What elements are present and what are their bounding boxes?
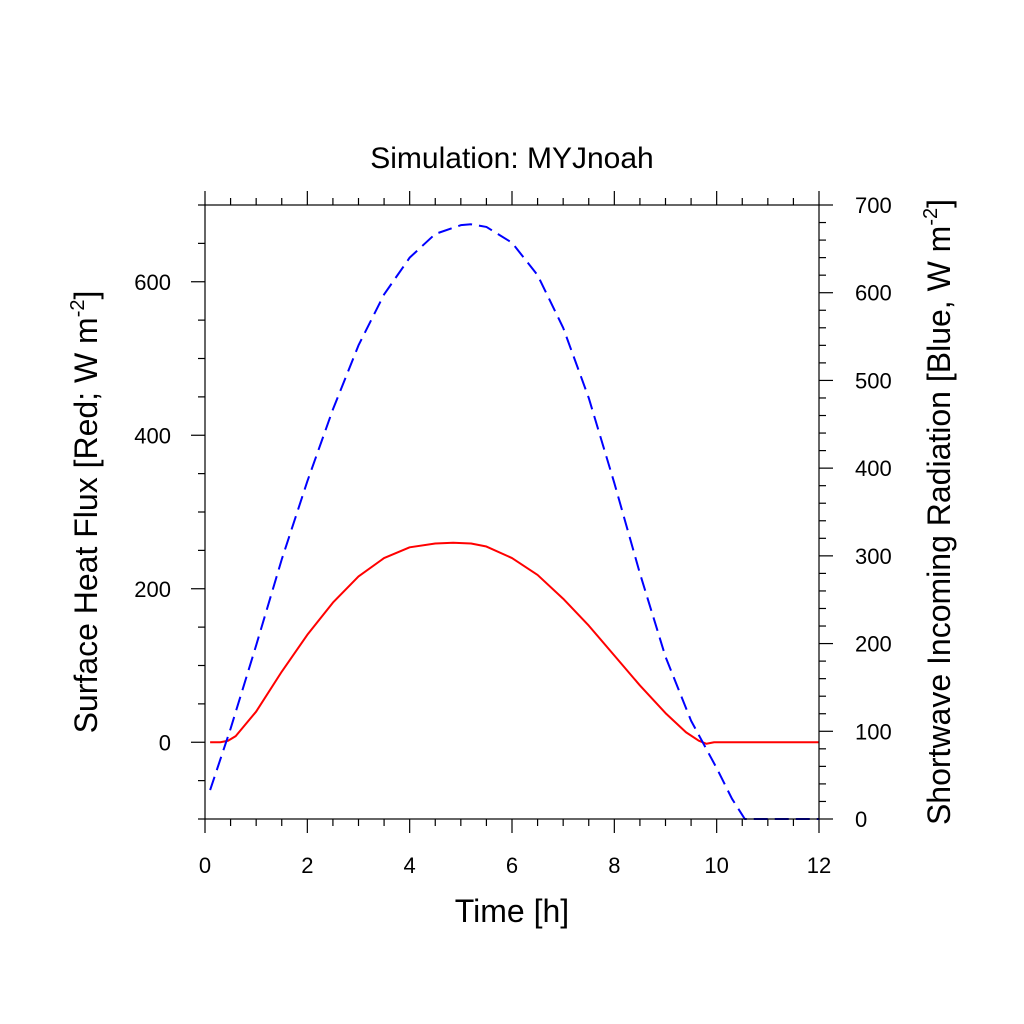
y-right-end: ] <box>921 199 957 208</box>
x-tick-label: 8 <box>608 853 620 878</box>
y-right-sup: -2 <box>920 208 942 226</box>
series-layer <box>209 223 819 820</box>
y-right-tick-label: 200 <box>855 632 892 657</box>
x-tick-label: 4 <box>404 853 416 878</box>
y-right-tick-label: 300 <box>855 544 892 569</box>
y-axis-title-right: Shortwave Incoming Radiation [Blue, W m-… <box>920 199 957 825</box>
y-left-tick-label: 400 <box>134 423 171 448</box>
y-left-tick-label: 0 <box>159 730 171 755</box>
chart-title: Simulation: MYJnoah <box>370 142 653 175</box>
series-line-heat-flux <box>210 541 819 745</box>
series-line-shortwave <box>209 223 819 820</box>
y-left-tick-label: 200 <box>134 577 171 602</box>
y-left-sup: -2 <box>67 299 89 317</box>
x-tick-label: 10 <box>704 853 728 878</box>
x-tick-label: 2 <box>301 853 313 878</box>
x-axis-title: Time [h] <box>455 893 569 929</box>
y-left-end: ] <box>68 291 104 300</box>
y-left-main: Surface Heat Flux [Red; W m <box>68 317 104 733</box>
y-right-tick-label: 600 <box>855 281 892 306</box>
y-axis-title-left: Surface Heat Flux [Red; W m-2] <box>67 291 104 734</box>
x-tick-label: 6 <box>506 853 518 878</box>
y-right-tick-label: 400 <box>855 456 892 481</box>
plot-frame <box>204 204 820 820</box>
ticks: 0 2 4 6 8 10 12 0 200 400 600 0 100 200 300 400 500 600 70… <box>134 191 892 878</box>
y-right-tick-label: 0 <box>855 807 867 832</box>
x-tick-label: 12 <box>807 853 831 878</box>
y-right-tick-label: 700 <box>855 193 892 218</box>
y-right-tick-label: 500 <box>855 368 892 393</box>
y-left-tick-label: 600 <box>134 270 171 295</box>
y-right-tick-label: 100 <box>855 719 892 744</box>
y-right-main: Shortwave Incoming Radiation [Blue, W m <box>921 226 957 825</box>
x-tick-label: 0 <box>199 853 211 878</box>
